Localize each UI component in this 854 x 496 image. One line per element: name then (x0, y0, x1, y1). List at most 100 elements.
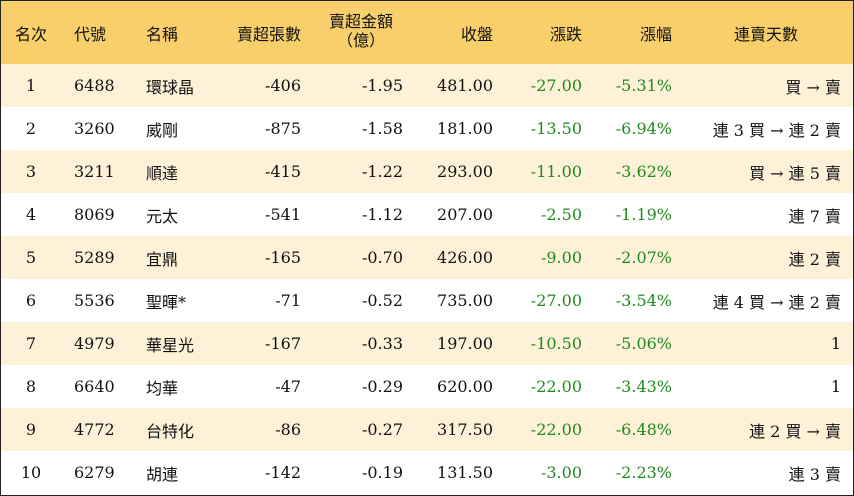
cell-streak: 連 4 買 → 連 2 賣 (712, 292, 841, 312)
cell-name: 華星光 (146, 335, 195, 355)
header-sell-amount-line2: （億） (336, 31, 385, 50)
table-row: 6 5536 聖暉* -71 -0.52 735.00 -27.00 -3.54% 連 4 買 … (1, 279, 853, 322)
cell-code: 8069 (74, 205, 115, 224)
cell-change: -11.00 (530, 162, 582, 181)
cell-pct: -2.23% (615, 463, 672, 482)
cell-code: 5536 (74, 291, 115, 310)
cell-rank: 7 (25, 334, 37, 353)
cell-code: 6488 (74, 76, 115, 95)
cell-pct: -3.54% (615, 291, 672, 310)
header-pct: 漲幅 (639, 24, 672, 44)
cell-rank: 1 (25, 76, 37, 95)
cell-name: 均華 (146, 378, 179, 398)
cell-code: 5289 (74, 248, 115, 267)
header-name: 名稱 (146, 24, 179, 44)
header-code: 代號 (74, 24, 107, 44)
cell-rank: 2 (25, 119, 37, 138)
cell-sell-sheets: -165 (265, 248, 301, 267)
cell-streak: 買 → 賣 (785, 77, 841, 97)
cell-pct: -3.43% (615, 377, 672, 396)
cell-pct: -5.06% (615, 334, 672, 353)
cell-sell-amount: -0.33 (361, 334, 403, 353)
cell-rank: 10 (20, 463, 42, 482)
cell-sell-sheets: -142 (265, 463, 301, 482)
cell-pct: -6.48% (615, 420, 672, 439)
cell-streak: 連 3 買 → 連 2 賣 (712, 120, 841, 140)
cell-streak: 買 → 連 5 賣 (749, 163, 841, 183)
cell-sell-amount: -0.70 (361, 248, 403, 267)
cell-code: 4979 (74, 334, 115, 353)
cell-change: -13.50 (530, 119, 582, 138)
cell-change: -22.00 (530, 420, 582, 439)
cell-streak: 1 (830, 334, 841, 353)
cell-close: 735.00 (437, 291, 493, 310)
table-row: 2 3260 威剛 -875 -1.58 181.00 -13.50 -6.94% 連 3 買 … (1, 107, 853, 150)
cell-close: 317.50 (437, 420, 493, 439)
cell-sell-amount: -0.27 (361, 420, 403, 439)
cell-close: 181.00 (437, 119, 493, 138)
header-close: 收盤 (460, 24, 493, 44)
cell-name: 台特化 (146, 421, 195, 441)
cell-streak: 連 3 賣 (788, 464, 841, 484)
cell-sell-sheets: -875 (265, 119, 301, 138)
table-header: 名次 代號 名稱 賣超張數 賣超金額 （億） 收盤 漲跌 漲幅 連賣天數 (1, 1, 853, 65)
cell-close: 620.00 (437, 377, 493, 396)
cell-streak: 連 7 賣 (788, 206, 841, 226)
cell-name: 元太 (146, 206, 179, 226)
table-row: 7 4979 華星光 -167 -0.33 197.00 -10.50 -5.06% 1 (1, 322, 853, 365)
cell-close: 481.00 (437, 76, 493, 95)
cell-change: -27.00 (530, 291, 582, 310)
cell-name: 威剛 (146, 120, 179, 140)
cell-rank: 3 (25, 162, 37, 181)
table-row: 10 6279 胡連 -142 -0.19 131.50 -3.00 -2.23% 連 3 賣 (1, 451, 853, 494)
table-row: 5 5289 宜鼎 -165 -0.70 426.00 -9.00 -2.07% 連 2 賣 (1, 236, 853, 279)
cell-sell-sheets: -86 (275, 420, 301, 439)
cell-sell-sheets: -541 (265, 205, 301, 224)
cell-change: -2.50 (540, 205, 582, 224)
cell-close: 426.00 (437, 248, 493, 267)
cell-rank: 6 (25, 291, 37, 310)
header-sell-sheets: 賣超張數 (236, 24, 301, 44)
cell-rank: 5 (25, 248, 37, 267)
cell-rank: 4 (25, 205, 37, 224)
cell-name: 胡連 (146, 464, 179, 484)
cell-sell-amount: -1.22 (361, 162, 403, 181)
cell-sell-sheets: -406 (265, 76, 301, 95)
cell-sell-sheets: -415 (265, 162, 301, 181)
cell-sell-sheets: -47 (275, 377, 301, 396)
cell-sell-amount: -1.58 (361, 119, 403, 138)
cell-code: 6640 (74, 377, 115, 396)
cell-rank: 8 (25, 377, 37, 396)
cell-close: 197.00 (437, 334, 493, 353)
cell-change: -3.00 (540, 463, 582, 482)
cell-streak: 1 (830, 377, 841, 396)
cell-sell-amount: -1.95 (361, 76, 403, 95)
header-change: 漲跌 (549, 24, 582, 44)
cell-name: 宜鼎 (146, 249, 179, 269)
cell-code: 3211 (74, 162, 115, 181)
header-streak: 連賣天數 (733, 24, 798, 44)
cell-code: 4772 (74, 420, 115, 439)
cell-name: 環球晶 (146, 77, 195, 97)
cell-sell-sheets: -167 (265, 334, 301, 353)
cell-code: 6279 (74, 463, 115, 482)
header-rank: 名次 (14, 24, 47, 44)
cell-sell-sheets: -71 (275, 291, 301, 310)
table-row: 9 4772 台特化 -86 -0.27 317.50 -22.00 -6.48% 連 2 買 … (1, 408, 853, 451)
cell-pct: -2.07% (615, 248, 672, 267)
cell-pct: -3.62% (615, 162, 672, 181)
cell-name: 聖暉* (146, 292, 187, 312)
cell-pct: -1.19% (615, 205, 672, 224)
cell-close: 207.00 (437, 205, 493, 224)
header-sell-amount: 賣超金額 （億） (311, 12, 411, 50)
cell-close: 131.50 (437, 463, 493, 482)
cell-change: -22.00 (530, 377, 582, 396)
cell-pct: -5.31% (615, 76, 672, 95)
cell-sell-amount: -0.52 (361, 291, 403, 310)
cell-name: 順達 (146, 163, 179, 183)
cell-change: -27.00 (530, 76, 582, 95)
cell-rank: 9 (25, 420, 37, 439)
header-sell-amount-line1: 賣超金額 (328, 12, 393, 31)
cell-sell-amount: -1.12 (361, 205, 403, 224)
cell-change: -10.50 (530, 334, 582, 353)
